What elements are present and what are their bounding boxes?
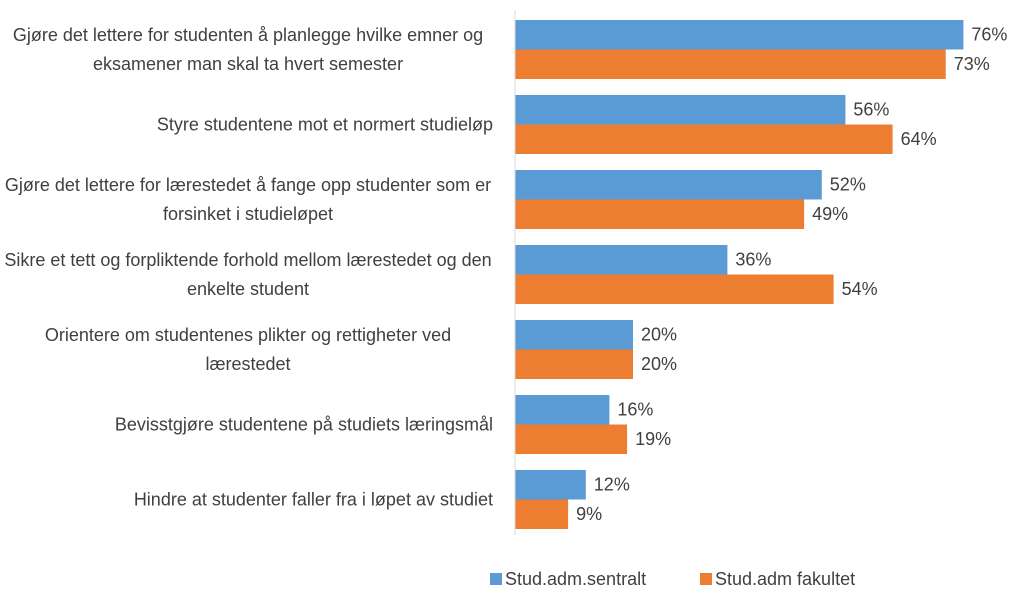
bar <box>515 20 964 50</box>
y-tick-label: Sikre et tett og forpliktende forhold me… <box>4 249 492 299</box>
bar <box>515 349 633 379</box>
legend-swatch <box>490 573 502 585</box>
data-label: 19% <box>635 429 671 449</box>
bar <box>515 395 610 425</box>
bar <box>515 320 633 350</box>
category-label-box: Sikre et tett og forpliktende forhold me… <box>0 246 493 304</box>
category-label-box: Gjøre det lettere for lærestedet å fange… <box>0 171 493 229</box>
category-label-box: Bevisstgjøre studentene på studiets læri… <box>0 410 493 439</box>
y-tick-label: Orientere om studentenes plikter og rett… <box>44 324 452 374</box>
data-label: 56% <box>853 100 889 120</box>
y-tick-label: Hindre at studenter faller fra i løpet a… <box>133 489 493 509</box>
data-label: 54% <box>842 279 878 299</box>
data-label: 76% <box>971 25 1007 45</box>
data-label: 49% <box>812 204 848 224</box>
bar <box>515 274 834 304</box>
category-label-box: Hindre at studenter faller fra i løpet a… <box>0 485 493 514</box>
legend-swatch <box>700 573 712 585</box>
bar <box>515 470 586 500</box>
y-tick-label: Gjøre det lettere for studenten å planle… <box>12 24 484 74</box>
data-label: 16% <box>617 400 653 420</box>
bar <box>515 424 628 454</box>
y-tick-label: Styre studentene mot et normert studielø… <box>156 114 493 134</box>
data-label: 64% <box>901 129 937 149</box>
bar <box>515 49 946 79</box>
data-label: 20% <box>641 325 677 345</box>
data-label: 20% <box>641 354 677 374</box>
category-label-box: Styre studentene mot et normert studielø… <box>0 110 493 139</box>
y-tick-label: Gjøre det lettere for lærestedet å fange… <box>4 174 492 224</box>
legend-label: Stud.adm fakultet <box>715 569 855 589</box>
bar <box>515 124 893 154</box>
y-tick-label: Bevisstgjøre studentene på studiets læri… <box>114 414 493 434</box>
bar <box>515 199 805 229</box>
category-label-box: Orientere om studentenes plikter og rett… <box>0 321 493 379</box>
bar <box>515 245 728 275</box>
bar <box>515 170 822 200</box>
bar <box>515 95 846 125</box>
data-label: 36% <box>735 250 771 270</box>
legend-label: Stud.adm.sentralt <box>505 569 646 589</box>
category-label-box: Gjøre det lettere for studenten å planle… <box>0 21 493 79</box>
data-label: 9% <box>576 504 602 524</box>
data-label: 73% <box>954 54 990 74</box>
data-label: 52% <box>830 175 866 195</box>
bar <box>515 499 569 529</box>
data-label: 12% <box>594 475 630 495</box>
